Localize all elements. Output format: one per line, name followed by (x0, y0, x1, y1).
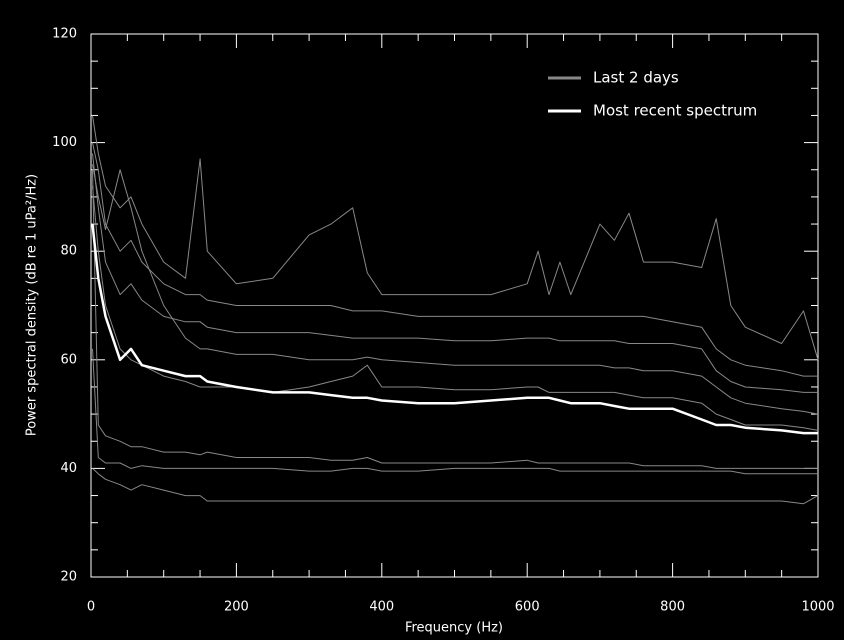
spectrum-line (92, 185, 819, 431)
spectrum-line (92, 153, 818, 393)
y-tick-label: 100 (52, 135, 77, 150)
y-tick-label: 20 (60, 570, 77, 585)
x-tick-label: 800 (660, 600, 685, 615)
spectrum-line (92, 348, 818, 475)
spectrum-line (92, 142, 818, 377)
x-tick-label: 200 (224, 600, 249, 615)
x-tick-label: 1000 (801, 600, 834, 615)
spectrum-line (92, 468, 819, 505)
y-tick-label: 120 (52, 27, 77, 42)
y-tick-label: 80 (60, 244, 77, 259)
spectrum-line (92, 115, 819, 360)
y-axis-label: Power spectral density (dB re 1 uPa²/Hz) (25, 174, 40, 436)
x-tick-label: 400 (369, 600, 394, 615)
x-tick-label: 600 (515, 600, 540, 615)
spectrum-line (92, 164, 819, 415)
legend-label: Last 2 days (593, 69, 679, 87)
x-axis-label: Frequency (Hz) (405, 621, 503, 636)
spectrum-line (91, 223, 818, 435)
x-tick-label: 0 (87, 600, 95, 615)
spectrum-line (92, 169, 818, 469)
y-tick-label: 60 (60, 352, 77, 367)
legend-label: Most recent spectrum (593, 102, 757, 120)
y-tick-label: 40 (60, 461, 77, 476)
